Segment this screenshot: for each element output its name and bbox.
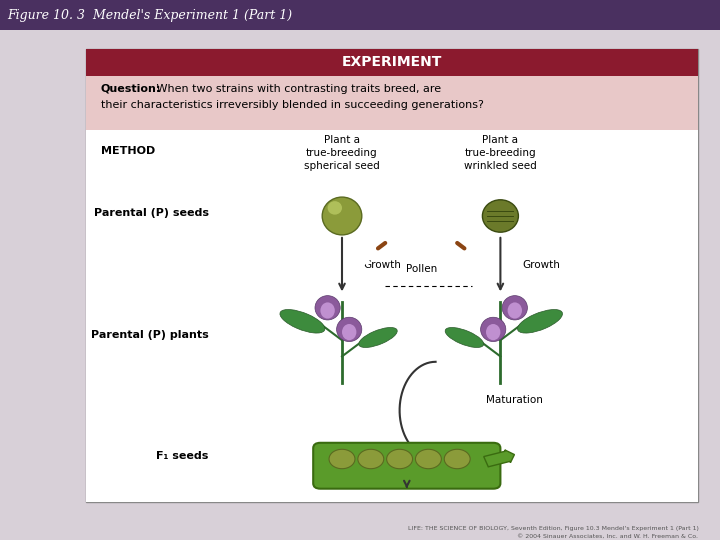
Ellipse shape (320, 302, 335, 319)
FancyBboxPatch shape (86, 76, 698, 130)
Text: LIFE: THE SCIENCE OF BIOLOGY, Seventh Edition, Figure 10.3 Mendel's Experiment 1: LIFE: THE SCIENCE OF BIOLOGY, Seventh Ed… (408, 526, 698, 531)
Ellipse shape (508, 302, 522, 319)
Ellipse shape (486, 324, 500, 340)
FancyBboxPatch shape (86, 130, 698, 502)
Ellipse shape (315, 295, 340, 320)
Text: Growth: Growth (522, 260, 560, 269)
Circle shape (415, 449, 441, 469)
Ellipse shape (445, 327, 484, 347)
Ellipse shape (359, 327, 397, 347)
Text: METHOD: METHOD (101, 146, 155, 156)
Text: Plant a
true-breeding
spherical seed: Plant a true-breeding spherical seed (304, 135, 380, 171)
Text: Figure 10. 3  Mendel's Experiment 1 (Part 1): Figure 10. 3 Mendel's Experiment 1 (Part… (7, 9, 292, 22)
Text: Question:: Question: (101, 84, 161, 94)
Text: EXPERIMENT: EXPERIMENT (342, 55, 443, 69)
Text: Parental (P) plants: Parental (P) plants (91, 330, 209, 340)
Text: When two strains with contrasting traits breed, are: When two strains with contrasting traits… (153, 84, 441, 94)
Ellipse shape (480, 317, 505, 341)
Ellipse shape (502, 295, 527, 320)
Ellipse shape (342, 324, 356, 340)
Ellipse shape (328, 201, 342, 214)
Ellipse shape (482, 200, 518, 232)
Text: their characteristics irreversibly blended in succeeding generations?: their characteristics irreversibly blend… (101, 100, 484, 110)
Text: Parental (P) seeds: Parental (P) seeds (94, 208, 209, 218)
FancyBboxPatch shape (86, 49, 698, 502)
FancyArrow shape (484, 450, 514, 467)
Text: Plant a
true-breeding
wrinkled seed: Plant a true-breeding wrinkled seed (464, 135, 537, 171)
Circle shape (444, 449, 470, 469)
Circle shape (387, 449, 413, 469)
Text: Maturation: Maturation (486, 395, 543, 404)
FancyBboxPatch shape (86, 49, 698, 76)
Ellipse shape (518, 309, 562, 333)
Text: Growth: Growth (364, 260, 402, 269)
Circle shape (358, 449, 384, 469)
Text: F₁ seeds: F₁ seeds (156, 451, 209, 461)
Ellipse shape (280, 309, 325, 333)
FancyBboxPatch shape (313, 443, 500, 489)
Text: © 2004 Sinauer Associates, Inc. and W. H. Freeman & Co.: © 2004 Sinauer Associates, Inc. and W. H… (518, 534, 698, 538)
Ellipse shape (336, 317, 362, 341)
FancyBboxPatch shape (0, 0, 720, 30)
Text: Pollen: Pollen (405, 264, 437, 274)
Ellipse shape (323, 197, 362, 235)
Circle shape (329, 449, 355, 469)
